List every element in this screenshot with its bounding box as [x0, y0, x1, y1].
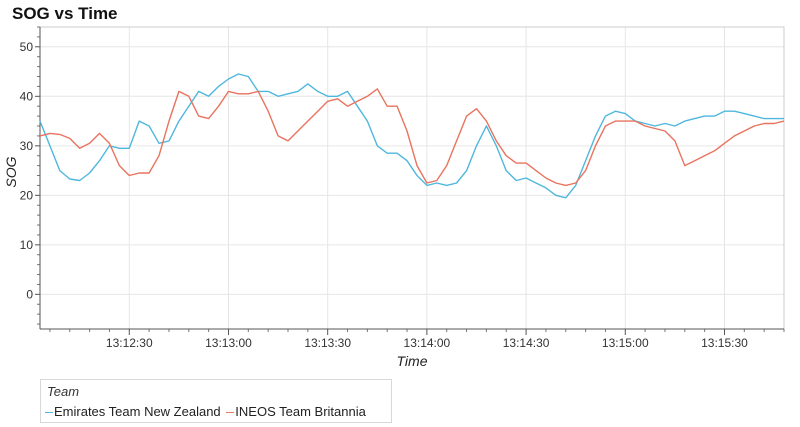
legend-swatch-etnz — [45, 412, 53, 414]
legend-items: Emirates Team New Zealand INEOS Team Bri… — [45, 404, 368, 419]
x-tick-label: 13:13:00 — [205, 336, 252, 350]
legend-item-etnz[interactable]: Emirates Team New Zealand — [45, 404, 221, 419]
axes: 0 10 20 30 40 50 13:12:30 13:13:00 13:13:30 13:14… — [20, 26, 785, 350]
x-tick-label: 13:15:00 — [602, 336, 649, 350]
legend-label-ineos: INEOS Team Britannia — [235, 404, 366, 419]
legend-label-etnz: Emirates Team New Zealand — [54, 404, 221, 419]
series-line-1[interactable] — [39, 88, 785, 187]
x-tick-label: 13:13:30 — [304, 336, 351, 350]
y-tick-label: 50 — [20, 40, 34, 54]
legend-title: Team — [47, 384, 80, 399]
x-tick-label: 13:12:30 — [106, 336, 153, 350]
grid-lines — [40, 27, 784, 329]
y-tick-label: 40 — [20, 89, 34, 103]
x-tick-label: 13:15:30 — [701, 336, 748, 350]
y-axis-label: SOG — [3, 156, 19, 187]
x-tick-label: 13:14:30 — [503, 336, 550, 350]
x-tick-label: 13:14:00 — [404, 336, 451, 350]
plot-frame — [39, 26, 785, 330]
legend-swatch-ineos — [226, 412, 235, 414]
legend: Team Emirates Team New Zealand INEOS Tea… — [40, 379, 392, 423]
x-axis-label: Time — [397, 353, 428, 369]
y-tick-label: 10 — [20, 238, 34, 252]
legend-item-ineos[interactable]: INEOS Team Britannia — [226, 404, 366, 419]
series-group — [39, 73, 785, 199]
chart-title: SOG vs Time — [12, 4, 118, 23]
series-line-0[interactable] — [39, 73, 784, 199]
y-tick-label: 30 — [20, 139, 34, 153]
y-tick-label: 0 — [26, 287, 33, 301]
y-tick-label: 20 — [20, 188, 34, 202]
